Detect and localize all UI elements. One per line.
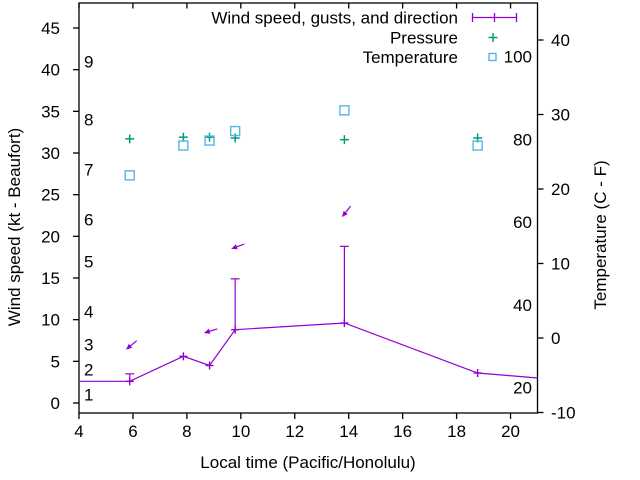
kt-tick-label: 40 bbox=[41, 61, 60, 80]
beaufort-label: 7 bbox=[84, 161, 93, 180]
beaufort-label: 3 bbox=[84, 336, 93, 355]
fahrenheit-label: 20 bbox=[513, 379, 532, 398]
temperature-marker bbox=[339, 105, 350, 116]
fahrenheit-label: 40 bbox=[513, 296, 532, 315]
kt-tick-label: 15 bbox=[41, 269, 60, 288]
beaufort-label: 1 bbox=[84, 386, 93, 405]
temperature-marker bbox=[472, 140, 483, 151]
y-axis-title-left: Wind speed (kt - Beaufort) bbox=[5, 127, 24, 327]
beaufort-label: 5 bbox=[84, 252, 93, 271]
wind-direction-arrow-head bbox=[125, 343, 133, 350]
kt-tick-label: 35 bbox=[41, 102, 60, 121]
beaufort-label: 9 bbox=[84, 52, 93, 71]
celsius-tick-label: -10 bbox=[551, 404, 576, 423]
temperature-marker bbox=[229, 125, 241, 137]
wind-direction-arrow-head bbox=[231, 244, 238, 250]
kt-tick-label: 0 bbox=[51, 394, 60, 413]
legend-key-square bbox=[488, 52, 497, 62]
kt-tick-label: 25 bbox=[41, 186, 60, 205]
plot-border bbox=[78, 2, 539, 414]
legend-label: Temperature bbox=[363, 48, 458, 67]
fahrenheit-label: 100 bbox=[504, 48, 532, 67]
beaufort-label: 4 bbox=[84, 302, 93, 321]
celsius-tick-label: 30 bbox=[551, 106, 570, 125]
kt-tick-label: 45 bbox=[41, 19, 60, 38]
x-tick-label: 14 bbox=[339, 422, 358, 441]
y-axis-title-right: Temperature (C - F) bbox=[591, 160, 610, 310]
x-tick-label: 16 bbox=[393, 422, 412, 441]
celsius-tick-label: 10 bbox=[551, 255, 570, 274]
x-axis-title: Local time (Pacific/Honolulu) bbox=[200, 453, 416, 472]
x-tick-label: 6 bbox=[128, 422, 137, 441]
wind-direction-arrow-head bbox=[203, 328, 211, 334]
x-tick-label: 12 bbox=[285, 422, 304, 441]
x-tick-label: 10 bbox=[231, 422, 250, 441]
x-tick-label: 4 bbox=[74, 422, 83, 441]
temperature-marker bbox=[124, 170, 135, 181]
temperature-marker bbox=[204, 135, 215, 146]
kt-tick-label: 10 bbox=[41, 311, 60, 330]
celsius-tick-label: 20 bbox=[551, 180, 570, 199]
x-tick-label: 20 bbox=[501, 422, 520, 441]
wind-direction-arrow-head bbox=[341, 210, 348, 218]
x-tick-label: 18 bbox=[447, 422, 466, 441]
kt-tick-label: 30 bbox=[41, 144, 60, 163]
wind-speed-line bbox=[79, 322, 538, 382]
fahrenheit-label: 80 bbox=[513, 130, 532, 149]
celsius-tick-label: 40 bbox=[551, 31, 570, 50]
x-tick-label: 8 bbox=[182, 422, 191, 441]
temperature-marker bbox=[178, 140, 189, 151]
beaufort-label: 8 bbox=[84, 111, 93, 130]
beaufort-label: 6 bbox=[84, 211, 93, 230]
celsius-tick-label: 0 bbox=[551, 329, 560, 348]
kt-tick-label: 20 bbox=[41, 227, 60, 246]
legend-label: Wind speed, gusts, and direction bbox=[211, 9, 458, 28]
fahrenheit-label: 60 bbox=[513, 213, 532, 232]
legend-label: Pressure bbox=[390, 29, 458, 48]
beaufort-label: 2 bbox=[84, 361, 93, 380]
kt-tick-label: 5 bbox=[51, 352, 60, 371]
